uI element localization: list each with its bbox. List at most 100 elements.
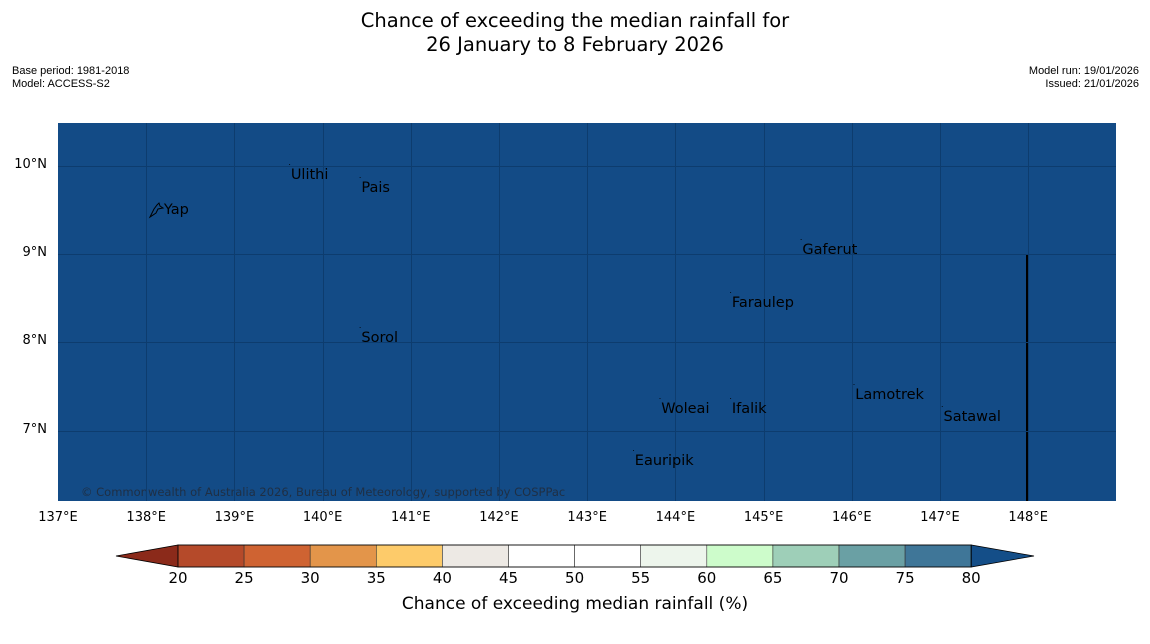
colorbar-border <box>177 544 972 568</box>
title-line-2: 26 January to 8 February 2026 <box>426 33 724 56</box>
lon-label: 142°E <box>479 510 519 525</box>
colorbar-segment <box>442 544 509 568</box>
island-marker-icon: ˙ <box>728 291 733 302</box>
grid-line-lon <box>146 123 148 501</box>
colorbar-segment <box>177 544 245 568</box>
lon-label: 145°E <box>743 510 784 525</box>
colorbar-segment <box>243 544 311 568</box>
lon-label: 140°E <box>302 510 343 525</box>
map-area: © Commonwealth of Australia 2026, Bureau… <box>58 123 1116 501</box>
grid-line-lon <box>763 123 765 501</box>
colorbar-tick-label: 70 <box>829 569 849 587</box>
place-name: Satawal <box>943 409 1001 426</box>
lon-label: 147°E <box>920 510 960 525</box>
colorbar-tick-label: 25 <box>234 569 254 587</box>
colorbar-tick-label: 55 <box>631 569 651 587</box>
colorbar-segment <box>309 544 377 568</box>
place-label: ˙Satawal <box>940 406 1001 427</box>
colorbar-segment <box>904 544 972 568</box>
grid-line-lat <box>58 430 1116 432</box>
colorbar-extend-high <box>970 544 1035 568</box>
island-marker-icon: ˙ <box>940 406 945 417</box>
grid-line-lon <box>587 123 589 501</box>
place-name: Gaferut <box>802 241 858 258</box>
grid-line-lon <box>410 123 412 501</box>
island-marker-icon: ˙ <box>657 397 663 408</box>
place-name: Faraulep <box>731 294 794 311</box>
lon-label: 141°E <box>391 510 431 525</box>
place-name: Ulithi <box>290 166 329 183</box>
place-name: Lamotrek <box>855 387 924 404</box>
island-marker-icon: ˙ <box>287 163 292 174</box>
colorbar-extend-low <box>115 544 179 568</box>
place-label: ˙Ulithi <box>287 163 329 185</box>
colorbar-tick-label: 30 <box>300 569 320 587</box>
lon-label: 148°E <box>1008 510 1048 525</box>
colorbar-tick-label: 60 <box>697 569 717 587</box>
colorbar-segment <box>508 544 575 568</box>
lon-label: 143°E <box>567 510 607 525</box>
grid-line-lon <box>675 123 677 501</box>
place-name: Woleai <box>661 400 710 417</box>
place-label: Yap <box>164 202 189 218</box>
lat-label: 9°N <box>22 245 48 261</box>
island-marker-icon: ˙ <box>798 238 804 249</box>
grid-line-lon <box>234 123 236 501</box>
grid-line-lat <box>58 166 1116 167</box>
colorbar-segment <box>772 544 840 568</box>
place-label: ˙Pais <box>357 177 390 198</box>
lon-label: 139°E <box>214 510 255 525</box>
base-period: Base period: 1981-2018 <box>12 65 130 77</box>
place-label: ˙Sorol <box>357 326 398 348</box>
colorbar-tick-label: 65 <box>763 569 783 587</box>
colorbar-segment <box>574 544 641 568</box>
island-marker-icon: ˙ <box>357 326 363 337</box>
colorbar <box>115 544 1035 568</box>
meta-left: Base period: 1981-2018 Model: ACCESS-S2 <box>12 65 129 91</box>
place-name: Ifalik <box>731 400 767 417</box>
place-label: ˙Lamotrek <box>851 384 924 405</box>
place-label: ˙Eauripik <box>631 450 693 471</box>
colorbar-tick-label: 45 <box>498 569 519 587</box>
meta-right: Model run: 19/01/2026 Issued: 21/01/2026 <box>1029 65 1139 91</box>
colorbar-tick-label: 80 <box>961 569 981 587</box>
island-marker-icon: ˙ <box>631 450 636 461</box>
place-label: ˙Gaferut <box>798 238 858 260</box>
grid-line-lon <box>940 123 941 501</box>
colorbar-tick-label: 50 <box>565 569 585 587</box>
lat-label: 8°N <box>22 333 48 349</box>
place-label: ˙Woleai <box>657 397 710 419</box>
yap-island-icon <box>148 202 165 219</box>
place-name: Yap <box>163 202 189 219</box>
lon-label: 146°E <box>832 510 872 525</box>
lat-label: 7°N <box>22 421 48 437</box>
place-name: Pais <box>361 180 390 197</box>
place-name: Sorol <box>361 329 398 346</box>
lon-label: 137°E <box>38 510 78 525</box>
lon-label: 144°E <box>655 510 696 525</box>
colorbar-segment <box>640 544 708 568</box>
grid-line-lon <box>1028 123 1030 501</box>
grid-line-lon <box>322 123 324 501</box>
chart-title: Chance of exceeding the median rainfall … <box>0 9 1150 57</box>
island-marker-icon: ˙ <box>357 177 363 188</box>
place-label: ˙Faraulep <box>728 291 794 313</box>
colorbar-label: Chance of exceeding median rainfall (%) <box>401 594 749 614</box>
island-marker-icon: ˙ <box>728 397 733 408</box>
issued-date: Issued: 21/01/2026 <box>1045 78 1139 90</box>
model-name: Model: ACCESS-S2 <box>12 78 110 90</box>
boundary-line <box>1026 254 1028 501</box>
colorbar-tick-label: 75 <box>895 569 915 587</box>
place-label: ˙Ifalik <box>728 397 767 419</box>
colorbar-segment <box>375 544 443 568</box>
title-line-1: Chance of exceeding the median rainfall … <box>360 9 790 32</box>
colorbar-tick-label: 20 <box>168 569 188 587</box>
lat-label: 10°N <box>14 157 47 172</box>
colorbar-tick-label: 40 <box>432 569 452 587</box>
colorbar-tick-label: 35 <box>366 569 386 587</box>
grid-line-lon <box>499 123 500 501</box>
island-marker-icon: ˙ <box>851 384 857 395</box>
grid-line-lat <box>58 254 1116 256</box>
grid-line-lat <box>58 342 1116 344</box>
colorbar-segment <box>706 544 774 568</box>
